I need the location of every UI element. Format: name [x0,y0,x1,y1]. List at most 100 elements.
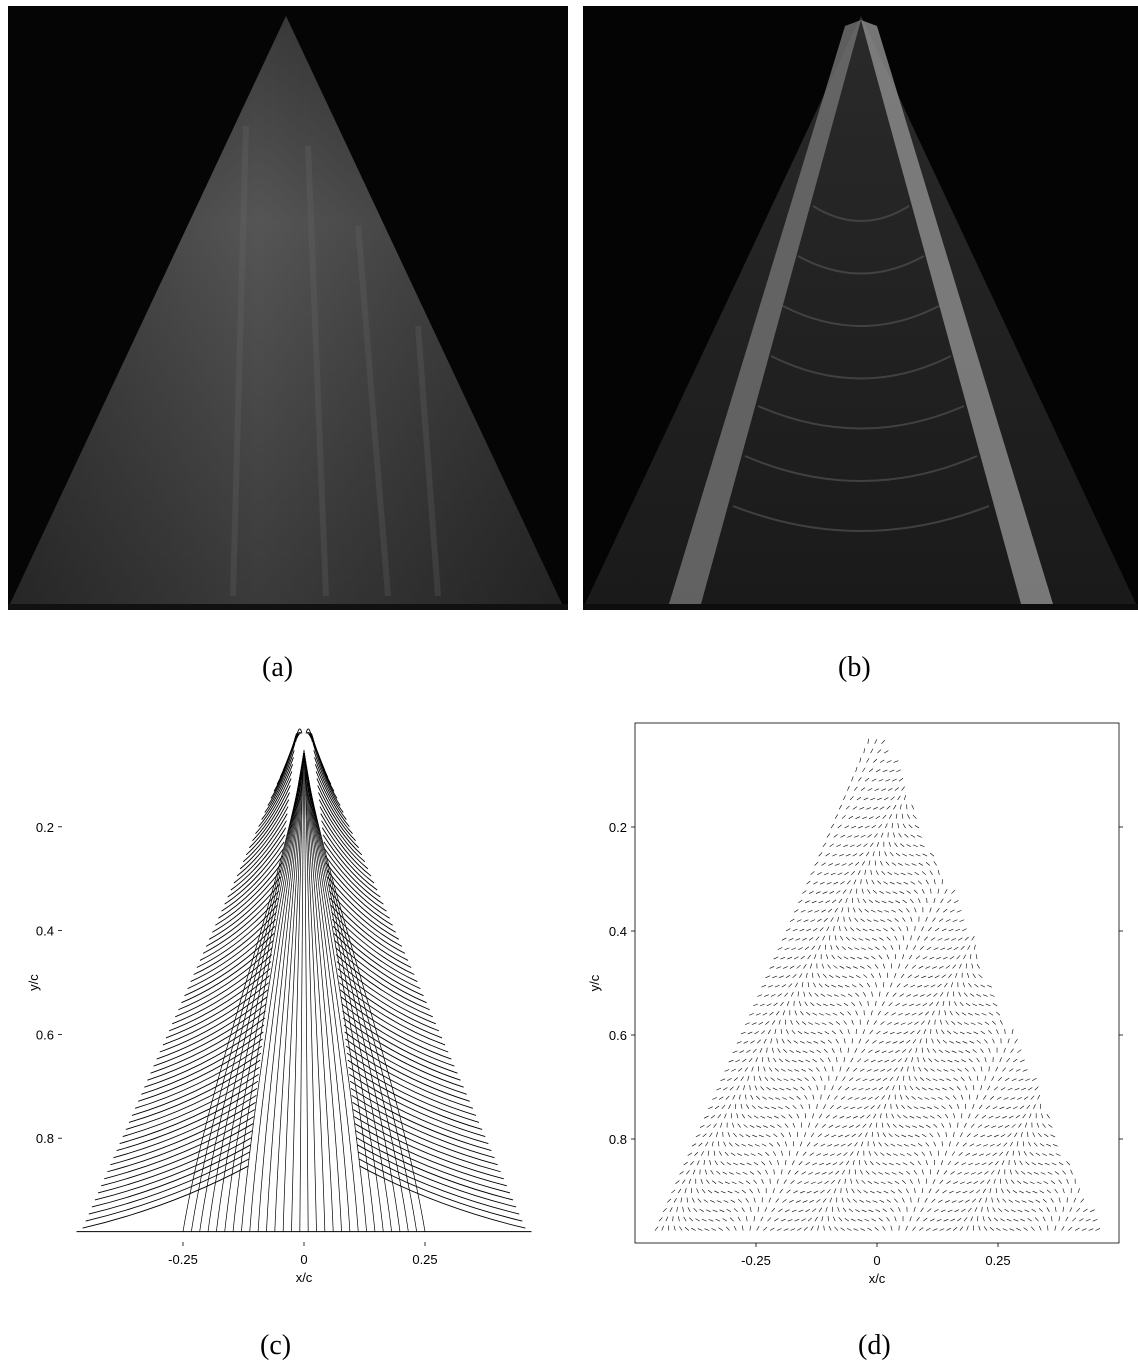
vector-arrow [955,1141,959,1147]
vector-arrow [949,956,955,960]
vector-arrow [905,1225,908,1231]
vector-arrow [1073,1197,1077,1203]
vector-arrow [980,984,986,988]
streamline [131,1052,262,1116]
vector-arrow [840,834,846,838]
vector-arrow [872,851,875,857]
vector-arrow [848,862,853,866]
vector-arrow [855,1124,861,1128]
vector-arrow [843,795,846,801]
vector-arrow [875,1122,878,1128]
vector-arrow [727,1190,733,1194]
vector-arrow [927,1019,931,1025]
vector-arrow [776,1141,781,1147]
vector-arrow [1024,1209,1030,1213]
vector-arrow [761,1143,767,1147]
streamline [113,1095,257,1159]
vector-arrow [885,861,890,866]
vector-arrow [729,1217,734,1222]
streamline [110,1102,256,1166]
vector-arrow [874,860,876,866]
vector-arrow [911,863,917,866]
vector-arrow [791,1059,797,1063]
vector-arrow [851,1087,857,1091]
vector-arrow [860,1141,864,1147]
vector-arrow [783,1228,789,1231]
vector-arrow [878,972,882,978]
vector-arrow [782,1097,787,1100]
vector-arrow [827,1094,830,1100]
vector-arrow [917,835,922,838]
vector-arrow [778,1058,784,1063]
vector-arrow [859,1001,862,1007]
vector-arrow [949,1122,952,1128]
vector-arrow [930,937,936,941]
vector-arrow [912,1125,917,1128]
vector-arrow [940,898,944,904]
vector-arrow [773,1169,775,1175]
vector-arrow [871,824,876,829]
vector-arrow [830,944,833,950]
vector-arrow [816,1003,822,1007]
vector-arrow [804,1181,809,1184]
vector-arrow [884,1142,889,1147]
vector-arrow [689,1217,694,1222]
vector-arrow [976,1094,979,1100]
vector-arrow [909,1179,913,1184]
vector-arrow [812,1208,817,1213]
vector-arrow [935,1001,939,1007]
vector-arrow [765,975,771,979]
vector-arrow [1033,1142,1038,1147]
vector-arrow [662,1208,667,1213]
vector-arrow [824,1134,830,1138]
streamline [325,862,393,926]
streamline [349,1080,489,1145]
vector-arrow [833,1188,837,1194]
vector-arrow [974,1207,978,1212]
vector-arrow [1027,1171,1033,1175]
vector-arrow [842,975,847,979]
vector-arrow [878,779,884,782]
vector-arrow [838,804,842,810]
vector-arrow [872,890,878,894]
vector-arrow [818,1207,823,1212]
vector-arrow [762,1096,767,1100]
vector-arrow [959,1031,965,1035]
vector-arrow [838,1086,842,1091]
vector-arrow [688,1178,691,1184]
vector-arrow [839,1029,843,1035]
vector-arrow [921,1169,924,1175]
vector-arrow [759,1048,763,1053]
vector-arrow [934,927,940,932]
vector-arrow [761,1030,766,1035]
streamline [308,779,401,1232]
streamline [245,792,290,856]
vector-arrow [956,910,962,913]
vector-arrow [832,1162,838,1166]
vector-arrow [922,956,928,960]
delta-wing-photo-a [8,6,568,610]
vector-arrow [794,909,799,913]
vector-arrow [924,1067,929,1072]
vector-arrow [900,872,906,876]
vector-arrow [917,1057,919,1063]
vector-arrow [943,1219,949,1222]
vector-arrow [763,1038,767,1044]
vector-arrow [823,1153,829,1156]
vector-arrow [864,777,870,782]
vector-arrow [978,1003,984,1007]
vector-arrow [814,992,819,997]
vector-arrow [882,814,887,819]
vector-arrow [827,908,833,913]
vector-arrow [741,1207,745,1212]
vector-arrow [954,1161,959,1166]
vector-arrow [739,1050,745,1053]
vector-arrow [783,1078,789,1082]
vector-arrow [718,1141,720,1147]
vector-arrow [1027,1087,1033,1091]
vector-arrow [996,1143,1002,1147]
vector-arrow [841,907,844,913]
streamline [261,757,294,820]
vector-arrow [942,956,948,960]
vector-arrow [933,898,936,903]
